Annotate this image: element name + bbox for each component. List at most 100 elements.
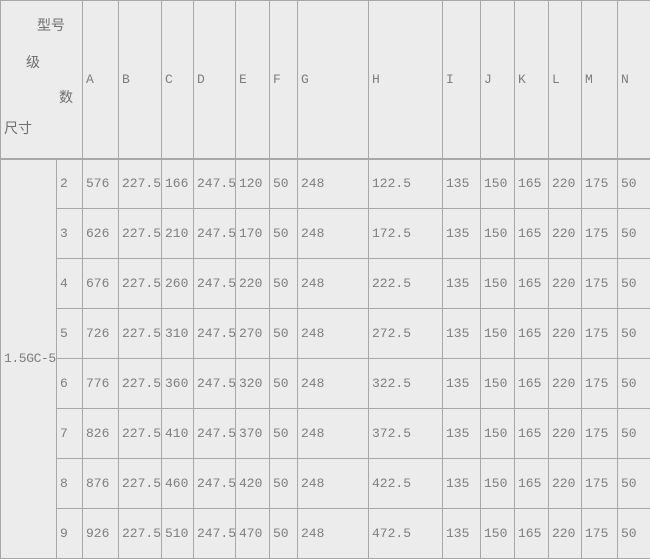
- value-cell-C: 166: [162, 159, 194, 209]
- value-cell-K: 165: [515, 359, 549, 409]
- value-cell-L: 220: [549, 509, 582, 559]
- value-cell-M: 175: [582, 459, 618, 509]
- value-cell-G: 248: [298, 409, 369, 459]
- value-cell-F: 50: [270, 509, 298, 559]
- value-cell-A: 626: [83, 209, 119, 259]
- value-cell-G: 248: [298, 259, 369, 309]
- value-cell-A: 726: [83, 309, 119, 359]
- value-cell-C: 410: [162, 409, 194, 459]
- value-cell-G: 248: [298, 359, 369, 409]
- value-cell-F: 50: [270, 209, 298, 259]
- value-cell-F: 50: [270, 159, 298, 209]
- value-cell-H: 172.5: [369, 209, 443, 259]
- value-cell-C: 510: [162, 509, 194, 559]
- stage-count-cell: 4: [57, 259, 83, 309]
- value-cell-J: 150: [481, 409, 515, 459]
- value-cell-B: 227.5: [119, 359, 162, 409]
- value-cell-A: 776: [83, 359, 119, 409]
- value-cell-K: 165: [515, 159, 549, 209]
- value-cell-C: 360: [162, 359, 194, 409]
- value-cell-H: 272.5: [369, 309, 443, 359]
- value-cell-B: 227.5: [119, 509, 162, 559]
- value-cell-D: 247.5: [194, 159, 236, 209]
- value-cell-G: 248: [298, 209, 369, 259]
- col-header-F: F: [270, 1, 298, 159]
- col-header-D: D: [194, 1, 236, 159]
- stage-count-cell: 8: [57, 459, 83, 509]
- value-cell-N: 50: [618, 209, 650, 259]
- col-header-G: G: [298, 1, 369, 159]
- value-cell-C: 210: [162, 209, 194, 259]
- value-cell-J: 150: [481, 309, 515, 359]
- col-header-E: E: [236, 1, 270, 159]
- value-cell-D: 247.5: [194, 459, 236, 509]
- value-cell-B: 227.5: [119, 259, 162, 309]
- header-row: 型号 级 数 尺寸 A B C D E F G H I J K L M N: [1, 1, 650, 159]
- value-cell-D: 247.5: [194, 509, 236, 559]
- value-cell-B: 227.5: [119, 209, 162, 259]
- corner-label-dimensions: 尺寸: [4, 121, 32, 135]
- value-cell-L: 220: [549, 209, 582, 259]
- value-cell-L: 220: [549, 459, 582, 509]
- col-header-B: B: [119, 1, 162, 159]
- value-cell-E: 220: [236, 259, 270, 309]
- corner-header-cell: 型号 级 数 尺寸: [1, 1, 83, 159]
- value-cell-H: 222.5: [369, 259, 443, 309]
- value-cell-C: 460: [162, 459, 194, 509]
- value-cell-J: 150: [481, 509, 515, 559]
- value-cell-N: 50: [618, 509, 650, 559]
- stage-count-cell: 9: [57, 509, 83, 559]
- value-cell-C: 310: [162, 309, 194, 359]
- value-cell-E: 370: [236, 409, 270, 459]
- value-cell-F: 50: [270, 259, 298, 309]
- value-cell-G: 248: [298, 509, 369, 559]
- value-cell-E: 470: [236, 509, 270, 559]
- value-cell-H: 322.5: [369, 359, 443, 409]
- value-cell-F: 50: [270, 359, 298, 409]
- value-cell-J: 150: [481, 459, 515, 509]
- value-cell-M: 175: [582, 409, 618, 459]
- value-cell-A: 876: [83, 459, 119, 509]
- value-cell-I: 135: [443, 359, 481, 409]
- value-cell-H: 372.5: [369, 409, 443, 459]
- value-cell-I: 135: [443, 409, 481, 459]
- value-cell-M: 175: [582, 259, 618, 309]
- value-cell-N: 50: [618, 359, 650, 409]
- value-cell-L: 220: [549, 259, 582, 309]
- stage-count-cell: 3: [57, 209, 83, 259]
- value-cell-K: 165: [515, 259, 549, 309]
- value-cell-J: 150: [481, 209, 515, 259]
- corner-label-model: 型号: [37, 18, 65, 32]
- value-cell-B: 227.5: [119, 159, 162, 209]
- value-cell-A: 826: [83, 409, 119, 459]
- value-cell-A: 676: [83, 259, 119, 309]
- col-header-M: M: [582, 1, 618, 159]
- value-cell-L: 220: [549, 159, 582, 209]
- value-cell-N: 50: [618, 259, 650, 309]
- value-cell-K: 165: [515, 309, 549, 359]
- value-cell-I: 135: [443, 509, 481, 559]
- col-header-K: K: [515, 1, 549, 159]
- value-cell-L: 220: [549, 309, 582, 359]
- value-cell-L: 220: [549, 359, 582, 409]
- corner-label-stage-first-char: 级: [26, 55, 40, 69]
- value-cell-D: 247.5: [194, 409, 236, 459]
- value-cell-A: 576: [83, 159, 119, 209]
- value-cell-L: 220: [549, 409, 582, 459]
- value-cell-E: 420: [236, 459, 270, 509]
- value-cell-J: 150: [481, 359, 515, 409]
- value-cell-D: 247.5: [194, 209, 236, 259]
- value-cell-J: 150: [481, 159, 515, 209]
- col-header-A: A: [83, 1, 119, 159]
- stage-count-cell: 7: [57, 409, 83, 459]
- value-cell-K: 165: [515, 409, 549, 459]
- model-cell: 1.5GC-5: [1, 159, 57, 559]
- value-cell-N: 50: [618, 409, 650, 459]
- value-cell-H: 122.5: [369, 159, 443, 209]
- value-cell-I: 135: [443, 459, 481, 509]
